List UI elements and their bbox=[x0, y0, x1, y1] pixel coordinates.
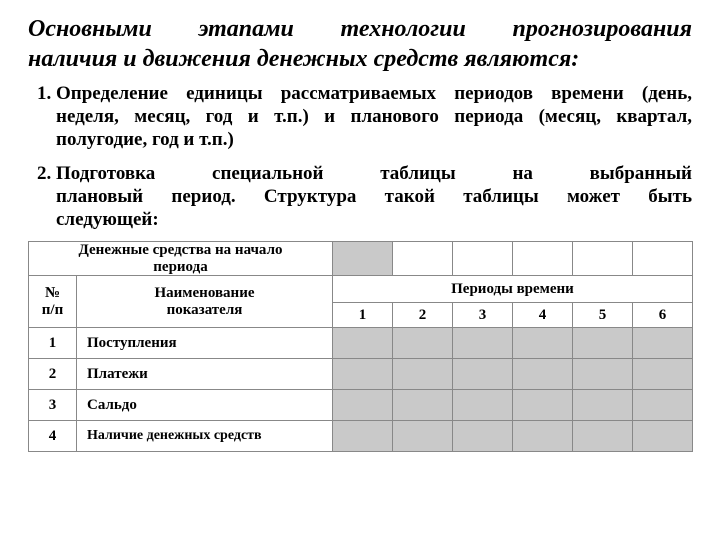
row-2-name: Платежи bbox=[77, 359, 333, 390]
opening-balance-label: Денежные средства на начало периода bbox=[29, 242, 333, 276]
row-4-p1 bbox=[333, 421, 393, 452]
row-4-num: 4 bbox=[29, 421, 77, 452]
col-num-l2: п/п bbox=[42, 302, 63, 318]
table-row: 3 Сальдо bbox=[29, 390, 693, 421]
row-4-p6 bbox=[633, 421, 693, 452]
heading-line-1: Основными этапами технологии прогнозиров… bbox=[28, 16, 692, 42]
col-header-name: Наименование показателя bbox=[77, 276, 333, 328]
row-2-p4 bbox=[513, 359, 573, 390]
row-3-p6 bbox=[633, 390, 693, 421]
steps-list: Определение единицы рассматриваемых пери… bbox=[28, 82, 692, 231]
period-col-3: 3 bbox=[453, 303, 513, 328]
table-row: 2 Платежи bbox=[29, 359, 693, 390]
step-2-text-b: плановый период. Структура такой таблицы… bbox=[56, 185, 692, 208]
col-name-l2: показателя bbox=[167, 302, 243, 318]
header-row-1: № п/п Наименование показателя Периоды вр… bbox=[29, 276, 693, 303]
step-item-2: Подготовка специальной таблицы на выбран… bbox=[56, 162, 692, 232]
row-4-name: Наличие денежных средств bbox=[77, 421, 333, 452]
opening-balance-row: Денежные средства на начало периода bbox=[29, 242, 693, 276]
period-col-6: 6 bbox=[633, 303, 693, 328]
opening-cell-2 bbox=[393, 242, 453, 276]
row-3-p5 bbox=[573, 390, 633, 421]
opening-balance-l2: периода bbox=[153, 259, 207, 275]
row-3-p4 bbox=[513, 390, 573, 421]
row-2-p3 bbox=[453, 359, 513, 390]
step-item-1: Определение единицы рассматриваемых пери… bbox=[56, 82, 692, 152]
row-1-p6 bbox=[633, 328, 693, 359]
step-2-text-a: Подготовка специальной таблицы на выбран… bbox=[56, 163, 692, 184]
row-1-p4 bbox=[513, 328, 573, 359]
step-2-text-c: следующей: bbox=[56, 208, 692, 231]
period-col-1: 1 bbox=[333, 303, 393, 328]
row-1-num: 1 bbox=[29, 328, 77, 359]
opening-cell-6 bbox=[633, 242, 693, 276]
opening-cell-1 bbox=[333, 242, 393, 276]
row-1-p5 bbox=[573, 328, 633, 359]
row-2-p6 bbox=[633, 359, 693, 390]
row-2-p2 bbox=[393, 359, 453, 390]
row-4-p3 bbox=[453, 421, 513, 452]
period-col-5: 5 bbox=[573, 303, 633, 328]
row-1-p3 bbox=[453, 328, 513, 359]
table-row: 4 Наличие денежных средств bbox=[29, 421, 693, 452]
opening-cell-5 bbox=[573, 242, 633, 276]
page-title: Основными этапами технологии прогнозиров… bbox=[28, 14, 692, 74]
period-col-4: 4 bbox=[513, 303, 573, 328]
heading-line-2: наличия и движения денежных средств явля… bbox=[28, 44, 692, 74]
opening-cell-3 bbox=[453, 242, 513, 276]
row-3-name: Сальдо bbox=[77, 390, 333, 421]
row-1-name: Поступления bbox=[77, 328, 333, 359]
period-col-2: 2 bbox=[393, 303, 453, 328]
row-2-p1 bbox=[333, 359, 393, 390]
step-1-text: Определение единицы рассматриваемых пери… bbox=[56, 83, 692, 150]
col-header-num: № п/п bbox=[29, 276, 77, 328]
cash-table: Денежные средства на начало периода № п/… bbox=[28, 241, 693, 452]
opening-balance-l1: Денежные средства на начало bbox=[79, 242, 283, 258]
row-3-num: 3 bbox=[29, 390, 77, 421]
row-2-num: 2 bbox=[29, 359, 77, 390]
periods-header: Периоды времени bbox=[333, 276, 693, 303]
table-row: 1 Поступления bbox=[29, 328, 693, 359]
col-name-l1: Наименование bbox=[155, 285, 255, 301]
row-2-p5 bbox=[573, 359, 633, 390]
row-3-p1 bbox=[333, 390, 393, 421]
row-4-p5 bbox=[573, 421, 633, 452]
page: Основными этапами технологии прогнозиров… bbox=[0, 0, 720, 462]
row-1-p2 bbox=[393, 328, 453, 359]
row-3-p2 bbox=[393, 390, 453, 421]
row-4-p2 bbox=[393, 421, 453, 452]
row-4-p4 bbox=[513, 421, 573, 452]
opening-cell-4 bbox=[513, 242, 573, 276]
row-3-p3 bbox=[453, 390, 513, 421]
row-1-p1 bbox=[333, 328, 393, 359]
col-num-l1: № bbox=[45, 285, 60, 301]
